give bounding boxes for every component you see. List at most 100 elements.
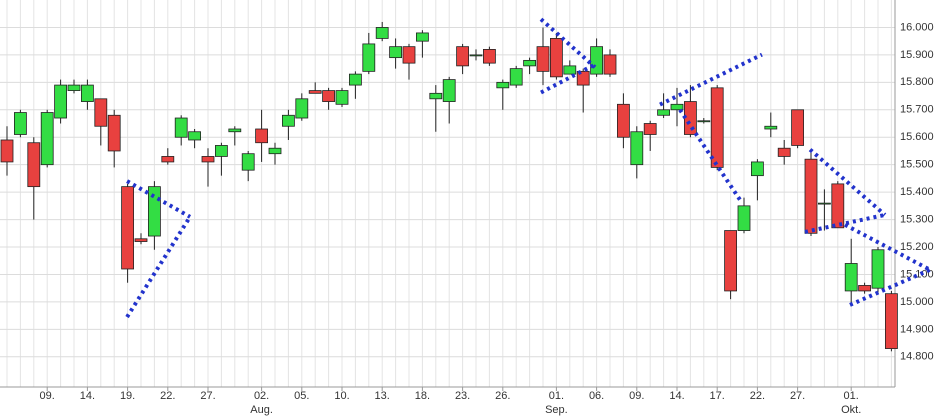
candle-body <box>751 161 764 177</box>
y-tick-label: 15.600 <box>900 131 934 143</box>
month-label: Aug. <box>250 404 273 416</box>
candle-body <box>818 202 831 205</box>
candle-body <box>777 147 791 157</box>
candle-body <box>228 128 242 133</box>
candle-body <box>831 183 845 229</box>
x-tick-label: 01. <box>549 390 564 402</box>
candle-body <box>697 120 711 123</box>
x-tick-label: 09. <box>629 390 644 402</box>
candle-body <box>375 27 389 39</box>
trendline <box>808 148 887 217</box>
y-tick-label: 15.000 <box>900 296 934 308</box>
y-tick-label: 14.900 <box>900 323 934 335</box>
candle-body <box>214 145 228 157</box>
candle-body <box>710 87 724 168</box>
candle-body <box>617 103 630 138</box>
x-tick-label: 01. <box>844 390 859 402</box>
candle-body <box>335 90 349 105</box>
trendline <box>125 215 192 319</box>
month-label: Sep. <box>545 404 568 416</box>
candle-body <box>201 156 215 163</box>
candle-body <box>134 238 148 242</box>
y-tick-label: 16.000 <box>900 21 934 33</box>
candle-body <box>576 70 590 86</box>
candle-body <box>54 84 67 119</box>
candle-body <box>871 249 885 289</box>
trendline <box>849 267 931 307</box>
candle-body <box>804 158 818 234</box>
candle-body <box>174 117 188 138</box>
x-tick-label: 17. <box>710 390 725 402</box>
trendline <box>126 179 192 219</box>
candle-body <box>161 156 175 163</box>
candle-body <box>255 128 269 144</box>
trendline <box>844 223 931 272</box>
x-tick-label: 13. <box>375 390 390 402</box>
candle-body <box>630 131 644 166</box>
x-tick-label: 14. <box>669 390 684 402</box>
candle-body <box>40 112 54 166</box>
candle-body <box>791 109 804 146</box>
y-tick-label: 15.800 <box>900 76 934 88</box>
candle-body <box>442 79 456 102</box>
candle-body <box>670 103 684 111</box>
candle-body <box>509 68 523 86</box>
candle-body <box>724 230 737 292</box>
candle-body <box>107 114 121 152</box>
candle-body <box>523 59 536 67</box>
x-tick-label: 02. <box>254 390 269 402</box>
candle-body <box>590 46 603 75</box>
candle-body <box>0 139 14 163</box>
x-tick-label: 06. <box>589 390 604 402</box>
candle-body <box>295 98 309 119</box>
candle-body <box>603 54 617 75</box>
candle-body <box>121 186 134 270</box>
y-tick-label: 15.500 <box>900 159 934 171</box>
candle-body <box>389 46 403 59</box>
y-tick-label: 15.300 <box>900 213 934 225</box>
x-tick-label: 22. <box>160 390 175 402</box>
candle-body <box>482 49 496 64</box>
x-tick-label: 09. <box>40 390 55 402</box>
x-tick-label: 05. <box>294 390 309 402</box>
candle-body <box>81 84 94 102</box>
candle-body <box>415 32 429 42</box>
candle-body <box>402 46 416 64</box>
y-tick-label: 15.400 <box>900 186 934 198</box>
candle-body <box>885 293 898 349</box>
y-tick-label: 15.700 <box>900 104 934 116</box>
candle-body <box>147 186 161 237</box>
candle-body <box>536 46 550 72</box>
candle-body <box>67 84 81 91</box>
x-tick-label: 14. <box>80 390 95 402</box>
x-tick-label: 10. <box>334 390 349 402</box>
candle-body <box>469 54 483 57</box>
candle-body <box>858 285 871 292</box>
candle-body <box>563 65 577 75</box>
candle-body <box>308 90 322 94</box>
x-tick-label: 23. <box>455 390 470 402</box>
month-label: Okt. <box>841 404 861 416</box>
candle-body <box>844 263 858 292</box>
candle-body <box>764 125 778 130</box>
candle-body <box>281 114 295 127</box>
candle-body <box>27 142 41 188</box>
y-tick-label: 15.900 <box>900 49 934 61</box>
candle-body <box>737 205 751 231</box>
x-tick-label: 27. <box>790 390 805 402</box>
candle-body <box>322 90 336 102</box>
x-tick-label: 22. <box>750 390 765 402</box>
candle-body <box>268 147 282 155</box>
x-tick-label: 19. <box>120 390 135 402</box>
candle-body <box>13 112 27 135</box>
candle-body <box>241 153 255 171</box>
candle-body <box>362 43 376 72</box>
candle-body <box>643 123 657 135</box>
candle-body <box>684 101 697 135</box>
candle-body <box>657 109 670 116</box>
trendline <box>659 52 763 107</box>
candle-body <box>94 98 108 127</box>
candle-body <box>550 38 563 78</box>
trendline <box>539 17 597 69</box>
